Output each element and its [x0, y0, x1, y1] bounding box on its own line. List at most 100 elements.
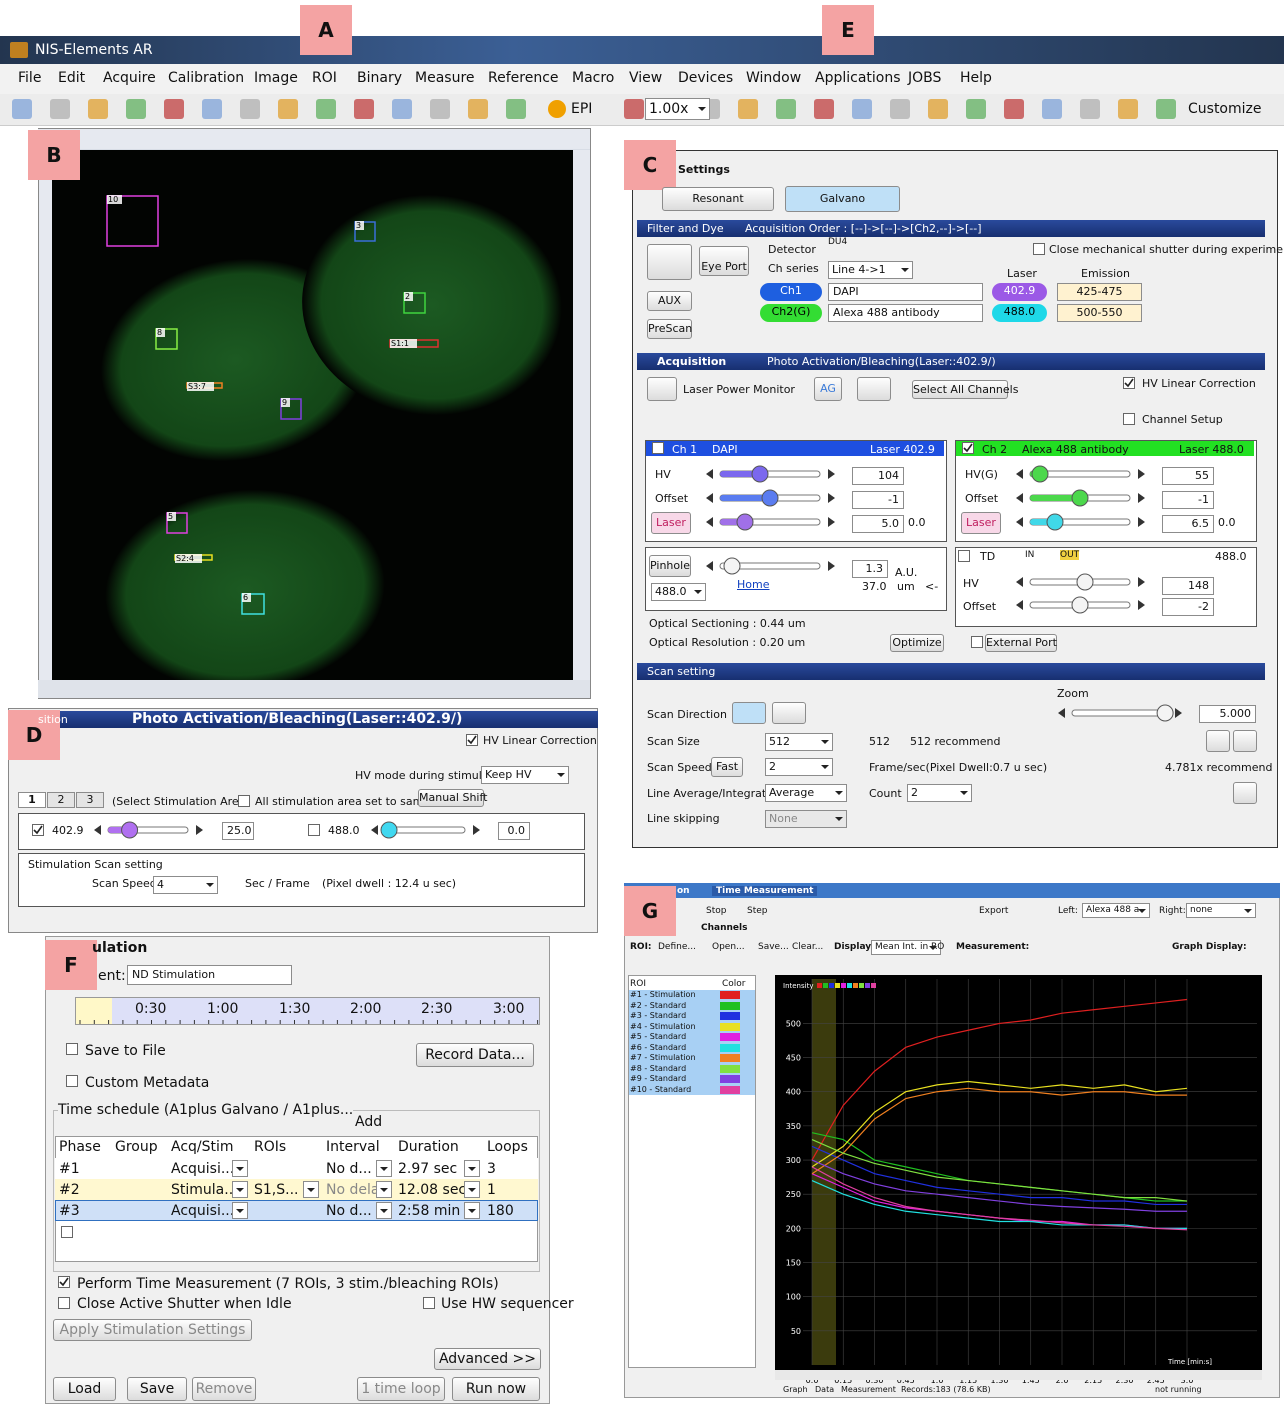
button[interactable]: Save: [127, 1377, 187, 1401]
icon-button[interactable]: [732, 702, 766, 724]
label[interactable]: View: [629, 70, 662, 86]
label[interactable]: Binary: [357, 70, 402, 86]
cell-dropdown[interactable]: [464, 1160, 480, 1177]
dropdown[interactable]: Keep HV: [481, 766, 569, 784]
button[interactable]: 1 time loop: [357, 1377, 445, 1401]
checkbox[interactable]: [66, 1075, 78, 1087]
label[interactable]: JOBS: [908, 70, 941, 86]
label[interactable]: Macro: [572, 70, 614, 86]
button[interactable]: External Port: [985, 634, 1057, 652]
input-field[interactable]: -1: [1162, 491, 1214, 509]
dropdown[interactable]: Line 4->1: [828, 261, 913, 279]
input-field[interactable]: 500-550: [1057, 304, 1142, 322]
button[interactable]: Galvano: [785, 186, 900, 212]
input-field[interactable]: 0.0: [498, 822, 530, 840]
label[interactable]: Measure: [415, 70, 475, 86]
input-field[interactable]: 425-475: [1057, 283, 1142, 301]
input-field[interactable]: 104: [852, 467, 904, 485]
label[interactable]: Window: [746, 70, 801, 86]
icon-button[interactable]: [1233, 782, 1257, 804]
dropdown[interactable]: 488.0: [651, 583, 706, 601]
icon-button[interactable]: [647, 244, 692, 280]
button[interactable]: Record Data...: [416, 1043, 534, 1067]
label[interactable]: ROI: [312, 70, 337, 86]
input-field[interactable]: 5.0: [852, 515, 904, 533]
button[interactable]: Laser: [961, 512, 1001, 534]
input-field[interactable]: 6.5: [1162, 515, 1214, 533]
checkbox[interactable]: [58, 1297, 70, 1309]
button[interactable]: Select All Channels: [912, 380, 1008, 399]
input-field[interactable]: ND Stimulation: [127, 965, 292, 985]
button[interactable]: Laser: [651, 512, 691, 534]
checkbox[interactable]: [58, 1276, 70, 1288]
cell-dropdown[interactable]: [376, 1160, 392, 1177]
button[interactable]: AG: [814, 377, 842, 401]
checkbox[interactable]: [61, 1226, 73, 1238]
button[interactable]: Load: [53, 1377, 116, 1401]
icon-button[interactable]: [772, 702, 806, 724]
dropdown[interactable]: Average: [765, 784, 847, 802]
dropdown[interactable]: 2: [907, 784, 972, 802]
input-field[interactable]: DAPI: [828, 283, 983, 301]
dropdown[interactable]: None: [765, 810, 847, 828]
input-field[interactable]: 25.0: [222, 822, 254, 840]
dropdown[interactable]: Alexa 488 a: [1082, 903, 1150, 918]
checkbox[interactable]: [66, 1043, 78, 1055]
button[interactable]: Optimize: [890, 634, 944, 652]
icon-button[interactable]: [857, 377, 891, 401]
input-field[interactable]: -1: [852, 491, 904, 509]
button[interactable]: Pinhole: [649, 555, 691, 577]
input-field[interactable]: -2: [1162, 598, 1214, 616]
label[interactable]: Edit: [58, 70, 85, 86]
cell-dropdown[interactable]: [376, 1181, 392, 1198]
button[interactable]: PreScan: [647, 319, 692, 339]
dropdown[interactable]: 4: [153, 876, 218, 894]
checkbox[interactable]: [32, 824, 44, 836]
cell-dropdown[interactable]: [232, 1181, 248, 1198]
checkbox[interactable]: [1033, 243, 1045, 255]
dropdown[interactable]: 2: [765, 758, 833, 776]
checkbox[interactable]: [423, 1297, 435, 1309]
checkbox[interactable]: [1123, 377, 1135, 389]
checkbox[interactable]: [958, 550, 970, 562]
label[interactable]: Image: [254, 70, 298, 86]
checkbox[interactable]: [962, 442, 974, 454]
button[interactable]: Manual Shift: [418, 789, 484, 807]
dropdown[interactable]: 512: [765, 733, 833, 751]
input-field[interactable]: 5.000: [1199, 705, 1256, 723]
checkbox[interactable]: [652, 442, 664, 454]
cell-dropdown[interactable]: [232, 1202, 248, 1219]
dropdown[interactable]: Mean Int. in RO: [871, 940, 941, 955]
dropdown[interactable]: 1.00x: [645, 98, 710, 120]
icon-button[interactable]: [1233, 730, 1257, 752]
label[interactable]: File: [18, 70, 41, 86]
button[interactable]: Fast: [711, 757, 743, 777]
label[interactable]: Devices: [678, 70, 733, 86]
cell-dropdown[interactable]: [376, 1202, 392, 1219]
checkbox[interactable]: [466, 734, 478, 746]
checkbox[interactable]: [1123, 413, 1135, 425]
cell-dropdown[interactable]: [464, 1181, 480, 1198]
button[interactable]: Advanced >>: [434, 1348, 541, 1370]
button[interactable]: Resonant: [662, 187, 774, 211]
checkbox[interactable]: [238, 795, 250, 807]
label[interactable]: Calibration: [168, 70, 244, 86]
label[interactable]: Applications: [815, 70, 901, 86]
checkbox[interactable]: [308, 824, 320, 836]
button[interactable]: 2: [47, 792, 75, 808]
button[interactable]: AUX: [647, 291, 692, 311]
dropdown[interactable]: none: [1186, 903, 1256, 918]
button[interactable]: Eye Port: [699, 246, 749, 276]
button[interactable]: 3: [76, 792, 104, 808]
cell-dropdown[interactable]: [464, 1202, 480, 1219]
button[interactable]: Remove: [192, 1377, 256, 1401]
input-field[interactable]: 148: [1162, 577, 1214, 595]
label[interactable]: Reference: [488, 70, 559, 86]
input-field[interactable]: 1.3: [852, 560, 888, 578]
button[interactable]: 1: [18, 792, 46, 808]
cell-dropdown[interactable]: [303, 1181, 319, 1198]
icon-button[interactable]: [1206, 730, 1230, 752]
label[interactable]: Help: [960, 70, 992, 86]
cell-dropdown[interactable]: [232, 1160, 248, 1177]
button[interactable]: Run now: [452, 1377, 540, 1401]
